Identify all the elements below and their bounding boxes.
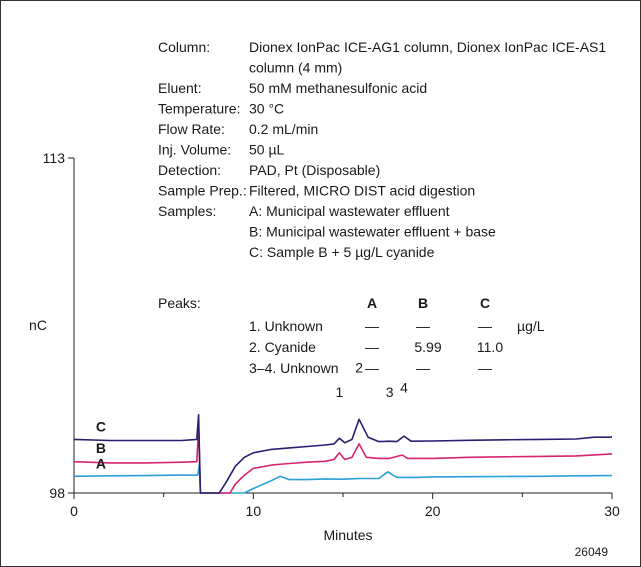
condition-label: Detection: — [158, 162, 221, 178]
series-line-b — [73, 425, 613, 494]
peaks-column-header: B — [418, 295, 428, 311]
peaks-row-name: 2. Cyanide — [249, 339, 316, 355]
y-tick-label: 98 — [49, 485, 65, 501]
condition-value: 30 °C — [249, 101, 284, 117]
condition-label: Sample Prep.: — [158, 183, 247, 199]
x-tick-label: 30 — [604, 503, 620, 519]
peaks-cell: — — [365, 339, 379, 355]
peak-label: 1 — [336, 384, 344, 400]
trace-label: A — [96, 455, 106, 471]
condition-label: Samples: — [158, 203, 216, 219]
conditions-block: Column: Dionex IonPac ICE-AG1 column, Dio… — [158, 39, 606, 260]
peaks-cell: — — [478, 318, 492, 334]
condition-value: column (4 mm) — [249, 60, 342, 76]
peaks-row-name: 3–4. Unknown — [249, 360, 339, 376]
peaks-label: Peaks: — [158, 295, 201, 311]
series-group — [73, 414, 613, 494]
condition-label: Temperature: — [158, 101, 240, 117]
series-line-c — [73, 414, 612, 494]
condition-value: A: Municipal wastewater effluent — [249, 203, 450, 219]
peaks-column-header: A — [367, 295, 377, 311]
chart-labels: CBA 12 3 4 — [96, 359, 408, 471]
figure-id: 26049 — [575, 545, 609, 559]
x-tick-label: 10 — [246, 503, 262, 519]
condition-value: 0.2 mL/min — [249, 121, 318, 137]
condition-value: 50 mM methanesulfonic acid — [249, 80, 427, 96]
condition-value: PAD, Pt (Disposable) — [249, 162, 380, 178]
x-tick-label: 20 — [425, 503, 441, 519]
peaks-cell: — — [416, 360, 430, 376]
series-line-a — [73, 463, 613, 494]
condition-value: Dionex IonPac ICE-AG1 column, Dionex Ion… — [249, 39, 606, 55]
y-axis-label: nC — [29, 317, 47, 333]
condition-label: Column: — [158, 39, 210, 55]
trace-label: B — [96, 440, 106, 456]
peaks-cell: 5.99 — [414, 339, 441, 355]
peaks-cell: 11.0 — [477, 339, 503, 355]
peaks-cell: — — [416, 318, 430, 334]
peaks-table: Peaks: A B C 1. Unknown — — — µg/L 2. Cyanide — 5.9… — [158, 295, 545, 376]
condition-value: B: Municipal wastewater effluent + base — [249, 224, 496, 240]
condition-value: 50 µL — [249, 142, 285, 158]
condition-label: Eluent: — [158, 80, 202, 96]
peaks-cell: — — [365, 318, 379, 334]
trace-label: C — [96, 419, 106, 435]
peaks-row-name: 1. Unknown — [249, 318, 323, 334]
condition-value: Filtered, MICRO DIST acid digestion — [249, 183, 475, 199]
axes: 0 10 20 30 98 113 — [43, 150, 620, 519]
x-tick-label: 0 — [70, 503, 78, 519]
peak-label: 2 — [355, 359, 363, 375]
peaks-column-header: C — [480, 295, 490, 311]
peaks-cell: — — [478, 360, 492, 376]
x-axis-label: Minutes — [323, 527, 372, 543]
condition-label: Flow Rate: — [158, 121, 225, 137]
condition-value: C: Sample B + 5 µg/L cyanide — [249, 244, 435, 260]
peak-label: 4 — [400, 380, 408, 396]
peaks-cell: — — [365, 360, 379, 376]
peaks-unit: µg/L — [517, 318, 545, 334]
peak-label: 3 — [386, 384, 394, 400]
y-tick-label: 113 — [43, 150, 66, 166]
condition-label: Inj. Volume: — [158, 142, 231, 158]
